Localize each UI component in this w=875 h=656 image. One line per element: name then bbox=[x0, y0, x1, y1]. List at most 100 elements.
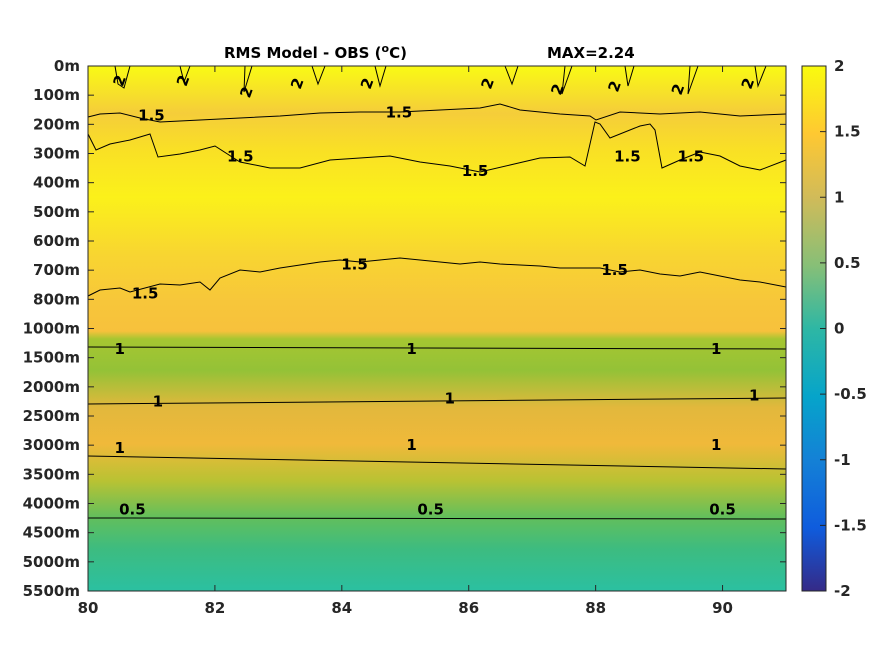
contour-label: 2 bbox=[668, 81, 688, 97]
contour-label-text: 1 bbox=[406, 436, 416, 454]
contour-label-text: 1 bbox=[406, 340, 416, 358]
contour-label-text: 0.5 bbox=[119, 500, 146, 518]
x-axis: 80 82 84 86 88 90 bbox=[78, 66, 733, 617]
title-degree-sup: o bbox=[382, 42, 390, 55]
contour-labels: 2 2 2 2 2 2 2 2 2 2 1.5 1.5 1.5 1.5 1.5 1.5 1.5 1.5 1.5 1 1 1… bbox=[109, 73, 759, 519]
colorbar-tick-label: 0 bbox=[834, 320, 844, 338]
contour-label: 1.5 bbox=[601, 261, 628, 279]
contour-label: 0.5 bbox=[119, 500, 146, 518]
contour-label-text: 1.5 bbox=[678, 147, 705, 165]
contour-label: 1.5 bbox=[386, 104, 413, 122]
contour-label-text: 1.5 bbox=[341, 255, 368, 273]
contour-label: 1.5 bbox=[462, 162, 489, 180]
contour-1.5-mid bbox=[87, 121, 787, 173]
contour-label: 2 bbox=[478, 76, 498, 92]
colorbar-tick-label: -1 bbox=[834, 451, 851, 469]
y-tick-label: 400m bbox=[33, 174, 80, 192]
chart-title: RMS Model - OBS (oC) bbox=[224, 42, 407, 63]
contour-label-text: 1.5 bbox=[614, 147, 641, 165]
contour-label: 1 bbox=[444, 390, 454, 408]
contour-label-text: 1 bbox=[711, 340, 721, 358]
colorbar-tick-label: -1.5 bbox=[834, 516, 867, 534]
contour-label: 1.5 bbox=[227, 147, 254, 165]
y-tick-label: 5500m bbox=[23, 582, 80, 600]
contour-2-lobes bbox=[114, 65, 767, 95]
x-tick-label: 88 bbox=[585, 599, 606, 617]
colorbar-ticks: 2 1.5 1 0.5 0 -0.5 -1 -1.5 -2 bbox=[820, 57, 867, 600]
contour-label: 2 bbox=[547, 81, 567, 97]
contour-label-text: 1 bbox=[153, 392, 163, 410]
colorbar-tick-label: 1.5 bbox=[834, 123, 861, 141]
x-tick-label: 80 bbox=[78, 599, 99, 617]
contour-label-text: 1 bbox=[115, 340, 125, 358]
contour-label-text: 0.5 bbox=[709, 500, 736, 518]
contour-label-text: 1.5 bbox=[462, 162, 489, 180]
contour-label: 2 bbox=[738, 76, 758, 92]
y-tick-label: 2500m bbox=[23, 407, 80, 425]
x-tick-label: 84 bbox=[331, 599, 352, 617]
contour-label: 2 bbox=[287, 76, 307, 92]
y-tick-label: 3000m bbox=[23, 436, 80, 454]
y-tick-label: 3500m bbox=[23, 465, 80, 483]
contour-label-text: 1.5 bbox=[138, 107, 165, 125]
contour-1-a bbox=[87, 346, 787, 350]
contour-label: 2 bbox=[604, 78, 624, 94]
contour-label: 1 bbox=[711, 340, 721, 358]
contour-label-text: 1.5 bbox=[132, 285, 159, 303]
colorbar-tick-label: 0.5 bbox=[834, 254, 861, 272]
x-tick-label: 86 bbox=[458, 599, 479, 617]
contour-label: 0.5 bbox=[709, 500, 736, 518]
contour-label: 1 bbox=[406, 436, 416, 454]
colorbar-tick-label: -2 bbox=[834, 582, 851, 600]
x-tick-label: 82 bbox=[204, 599, 225, 617]
contour-lines bbox=[87, 65, 787, 520]
contour-label-text: 1.5 bbox=[601, 261, 628, 279]
y-tick-label: 1500m bbox=[23, 349, 80, 367]
contour-label: 1 bbox=[406, 340, 416, 358]
contour-label-text: 1 bbox=[749, 387, 759, 405]
contour-1.5-lower bbox=[87, 257, 787, 297]
contour-1-b bbox=[87, 397, 787, 405]
contour-label: 1.5 bbox=[678, 147, 705, 165]
contour-label: 1 bbox=[749, 387, 759, 405]
contour-1.5-upper bbox=[87, 103, 787, 123]
contour-label: 2 bbox=[236, 84, 256, 100]
y-tick-label: 200m bbox=[33, 115, 80, 133]
y-tick-label: 700m bbox=[33, 261, 80, 279]
contour-label: 2 bbox=[109, 73, 129, 89]
y-tick-label: 800m bbox=[33, 290, 80, 308]
y-tick-label: 0m bbox=[54, 57, 80, 75]
contour-0.5 bbox=[87, 517, 787, 520]
y-tick-label: 2000m bbox=[23, 378, 80, 396]
y-tick-label: 500m bbox=[33, 203, 80, 221]
colorbar-tick-label: 1 bbox=[834, 188, 844, 206]
y-tick-label: 5000m bbox=[23, 553, 80, 571]
contour-label-text: 1.5 bbox=[386, 104, 413, 122]
contour-label: 1.5 bbox=[138, 107, 165, 125]
contour-label: 1 bbox=[153, 392, 163, 410]
chart-max-label: MAX=2.24 bbox=[547, 44, 635, 62]
contour-label: 2 bbox=[173, 73, 193, 89]
contour-label: 1 bbox=[115, 340, 125, 358]
contour-label: 0.5 bbox=[417, 500, 444, 518]
contour-label-text: 1 bbox=[115, 439, 125, 457]
contour-label: 1.5 bbox=[132, 285, 159, 303]
contour-label: 1 bbox=[115, 439, 125, 457]
contour-label-text: 1.5 bbox=[227, 147, 254, 165]
colorbar-tick-label: -0.5 bbox=[834, 385, 867, 403]
y-tick-label: 4000m bbox=[23, 495, 80, 513]
contour-label-text: 1 bbox=[711, 436, 721, 454]
y-tick-label: 100m bbox=[33, 86, 80, 104]
contour-label: 1 bbox=[711, 436, 721, 454]
contour-label: 2 bbox=[357, 76, 377, 92]
y-tick-label: 600m bbox=[33, 232, 80, 250]
colorbar-tick-label: 2 bbox=[834, 57, 844, 75]
contour-label: 1.5 bbox=[341, 255, 368, 273]
contour-label: 1.5 bbox=[614, 147, 641, 165]
y-tick-label: 4500m bbox=[23, 524, 80, 542]
plot-area bbox=[88, 66, 786, 591]
y-tick-label: 300m bbox=[33, 145, 80, 163]
y-axis: 0m 100m 200m 300m 400m 500m 600m 700m 800m 1000m 1… bbox=[23, 57, 786, 600]
x-tick-label: 90 bbox=[712, 599, 733, 617]
